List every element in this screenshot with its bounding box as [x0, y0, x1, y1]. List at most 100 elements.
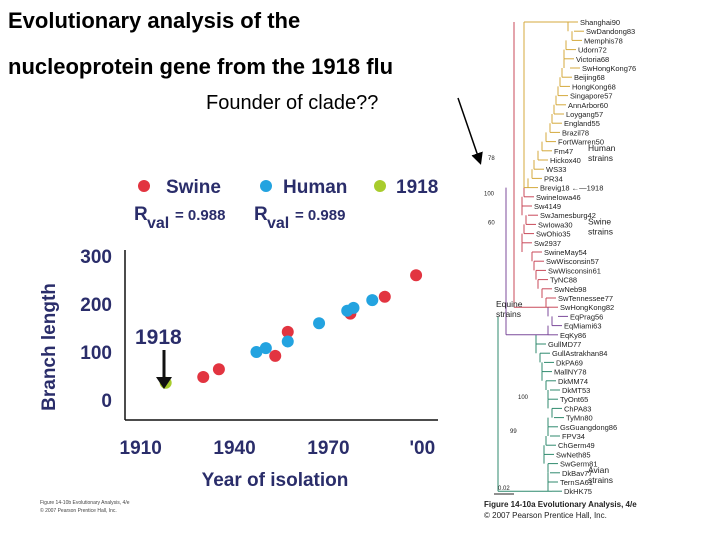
legend-swine-label: Swine — [166, 177, 221, 198]
tree-taxon-label: Memphis78 — [584, 36, 623, 45]
bootstrap-value: 60 — [488, 220, 495, 226]
y-tick-label: 0 — [101, 391, 112, 412]
data-point-swine — [281, 325, 294, 338]
tree-taxon-label: SwJamesburg42 — [540, 211, 596, 220]
tree-taxon-label: SwNeth85 — [556, 450, 591, 459]
legend-human-label: Human — [283, 177, 347, 198]
tree-taxon-label: SwWisconsin61 — [548, 266, 601, 275]
rval-human-sub: val — [267, 215, 289, 232]
tree-taxon-label: EqMiami63 — [564, 322, 602, 331]
arrow-1918-label: 1918 — [135, 326, 182, 349]
rval-human-r: R — [254, 204, 268, 225]
tree-taxon-label: SwOhio35 — [536, 230, 571, 239]
data-point-swine — [378, 290, 391, 303]
x-tick-label: 1970 — [307, 438, 349, 459]
clade-group-label: strains — [588, 153, 613, 163]
tree-taxon-label: ChGerm49 — [558, 441, 595, 450]
tree-taxon-label: DkPA69 — [556, 358, 583, 367]
legend-1918-dot — [374, 180, 386, 192]
tree-taxon-label: GullMD77 — [548, 340, 581, 349]
tree-taxon-label: TernSA61 — [560, 478, 593, 487]
title-line-1: Evolutionary analysis of the — [8, 8, 301, 33]
tree-taxon-label: AnnArbor60 — [568, 101, 608, 110]
arrow-1918-head — [156, 377, 172, 389]
data-point-human — [366, 294, 379, 307]
tree-taxon-label: TyNC88 — [550, 276, 577, 285]
rval-swine-sub: val — [147, 215, 169, 232]
annotation-arrow — [457, 97, 483, 165]
data-point-swine — [212, 363, 225, 376]
tree-taxon-label: England55 — [564, 119, 600, 128]
tree-taxon-label: TyOnt65 — [560, 395, 588, 404]
tree-taxon-label: DkBav77 — [562, 469, 592, 478]
legend-swine-dot — [138, 180, 150, 192]
clade-group-label: Equine — [496, 299, 523, 309]
tree-taxon-label: FPV34 — [562, 432, 585, 441]
data-point-swine — [410, 269, 423, 282]
tree-taxon-label: GullAstrakhan84 — [552, 349, 607, 358]
tree-taxon-label: Sw2937 — [534, 239, 561, 248]
data-point-human — [281, 335, 294, 348]
clade-group-label: strains — [588, 226, 613, 236]
clade-group-label: strains — [588, 475, 613, 485]
tree-taxon-label: Sw4149 — [534, 202, 561, 211]
tree-taxon-label: EqPrag56 — [570, 312, 603, 321]
rval-human: R val = 0.989 — [254, 204, 345, 232]
tree-taxon-label: EqKy86 — [560, 331, 586, 340]
rval-human-value: = 0.989 — [295, 207, 345, 224]
tree-taxon-label: FortWarren50 — [558, 138, 604, 147]
scatter-chart: Swine Human 1918 R val = 0.988 R val = 0… — [39, 177, 438, 491]
tree-taxon-label: WS33 — [546, 165, 566, 174]
tree-taxon-label: HongKong68 — [572, 82, 616, 91]
tree-taxon-label: Fm47 — [554, 147, 573, 156]
rval-swine-r: R — [134, 204, 148, 225]
data-point-human — [313, 317, 326, 330]
legend-human-dot — [260, 180, 272, 192]
legend-1918-label: 1918 — [396, 177, 438, 198]
tree-taxon-label: SwHongKong76 — [582, 64, 636, 73]
tree-taxon-label: SwIowa30 — [538, 220, 573, 229]
tree-taxon-label: SwGerm81 — [560, 460, 598, 469]
tree-taxon-label: Loygang57 — [566, 110, 603, 119]
credit-line-1: Figure 14-10b Evolutionary Analysis, 4/e — [40, 500, 130, 506]
tree-taxon-label: Shanghai90 — [580, 18, 620, 27]
scale-bar-label: 0.02 — [498, 486, 510, 492]
data-point-human — [259, 342, 272, 355]
x-tick-label: 1910 — [120, 438, 162, 459]
tree-taxon-label: Victoria68 — [576, 55, 609, 64]
phylogenetic-tree: Shanghai90SwDandong83Memphis78Udorn72Vic… — [484, 18, 636, 496]
clade-group-label: strains — [496, 309, 521, 319]
tree-taxon-label: Hickox40 — [550, 156, 581, 165]
y-axis-label: Branch length — [39, 283, 60, 411]
tree-taxon-label: Udorn72 — [578, 46, 607, 55]
tree-taxon-label: ChPA83 — [564, 404, 591, 413]
title-line-2: nucleoprotein gene from the 1918 flu — [8, 54, 394, 79]
tree-taxon-label: SwineIowa46 — [536, 193, 581, 202]
clade-group-label: Human — [588, 143, 616, 153]
tree-taxon-label: Singapore57 — [570, 92, 613, 101]
tree-taxon-label: Beijing68 — [574, 73, 605, 82]
tree-taxon-label: SwDandong83 — [586, 27, 635, 36]
bootstrap-value: 78 — [488, 156, 495, 162]
tree-taxon-label: SwWisconsin57 — [546, 257, 599, 266]
data-point-swine — [197, 370, 210, 383]
tree-caption: Figure 14-10a Evolutionary Analysis, 4/e — [484, 500, 637, 509]
founder-annotation: Founder of clade?? — [206, 92, 379, 114]
rval-swine-value: = 0.988 — [175, 207, 225, 224]
x-axis-label: Year of isolation — [202, 470, 349, 491]
tree-taxon-label: DkMT53 — [562, 386, 590, 395]
tree-taxon-label: PR34 — [544, 174, 563, 183]
tree-taxon-label: MallNY78 — [554, 368, 587, 377]
bootstrap-value: 100 — [518, 395, 529, 401]
tree-taxon-label: Brevig18 ←—1918 — [540, 184, 603, 193]
y-tick-label: 100 — [80, 343, 112, 364]
tree-taxon-label: DkMM74 — [558, 377, 588, 386]
y-tick-label: 200 — [80, 295, 112, 316]
clade-group-label: Swine — [588, 216, 611, 226]
bootstrap-value: 100 — [484, 192, 495, 198]
clade-group-label: Avian — [588, 465, 609, 475]
tree-taxon-label: Brazil78 — [562, 128, 589, 137]
bootstrap-value: 99 — [510, 429, 517, 435]
tree-taxon-label: SwNeb98 — [554, 285, 587, 294]
